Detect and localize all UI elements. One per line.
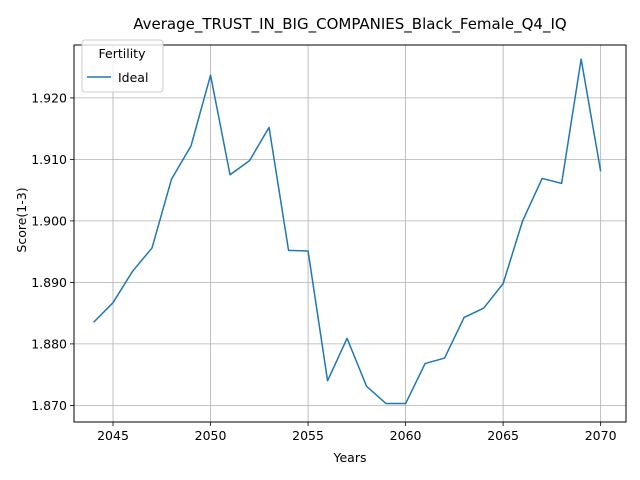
x-tick-label: 2055 bbox=[292, 428, 324, 443]
legend-entry-ideal: Ideal bbox=[118, 70, 148, 85]
plot-area-frame bbox=[73, 44, 627, 423]
y-tick-label: 1.900 bbox=[31, 213, 67, 228]
y-tick-label: 1.890 bbox=[31, 275, 67, 290]
series-layer bbox=[92, 58, 602, 405]
y-tick-label: 1.910 bbox=[31, 152, 67, 167]
y-tick-label: 1.880 bbox=[31, 336, 67, 351]
legend-box bbox=[81, 39, 164, 93]
x-tick-label: 2045 bbox=[97, 428, 129, 443]
x-tick-label: 2065 bbox=[487, 428, 519, 443]
y-axis-label: Score(1-3) bbox=[14, 187, 29, 252]
chart-title: Average_TRUST_IN_BIG_COMPANIES_Black_Fem… bbox=[133, 15, 566, 34]
y-tick-label: 1.870 bbox=[31, 398, 67, 413]
x-axis-label: Years bbox=[333, 450, 367, 465]
x-tick-label: 2070 bbox=[585, 428, 617, 443]
legend: Fertility Ideal bbox=[81, 39, 164, 93]
grid bbox=[74, 45, 626, 422]
axis-ticks: 2045 2050 2055 2060 2065 2070 1.870 1.880 1.890 1… bbox=[31, 90, 616, 443]
x-tick-label: 2050 bbox=[195, 428, 227, 443]
legend-title: Fertility bbox=[99, 46, 147, 61]
series-line-ideal bbox=[92, 58, 602, 405]
x-tick-label: 2060 bbox=[390, 428, 422, 443]
y-tick-label: 1.920 bbox=[31, 90, 67, 105]
